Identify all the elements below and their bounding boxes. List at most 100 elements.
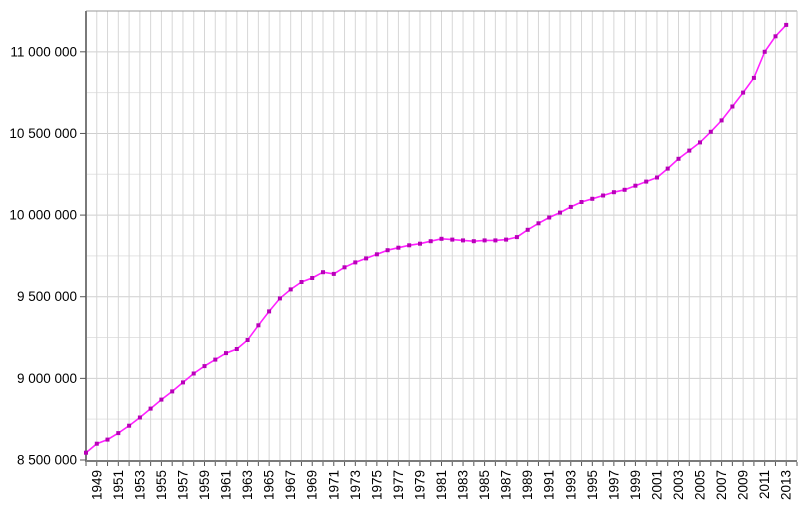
data-point-marker (450, 237, 455, 242)
x-axis-label: 1951 (111, 470, 126, 500)
data-point-marker (622, 187, 627, 192)
plot-borders (85, 10, 798, 462)
data-point-marker (504, 237, 509, 242)
x-axis-label: 1983 (456, 470, 471, 500)
data-point-marker (116, 431, 121, 436)
data-point-marker (224, 351, 228, 356)
data-point-marker (536, 221, 541, 226)
y-axis-tick-labels: 8 500 000 9 000 000 9 500 000 10 000 000 10 … (9, 44, 77, 467)
data-point-marker (288, 287, 293, 292)
y-axis-label: 8 500 000 (17, 453, 77, 468)
data-point-marker (418, 241, 422, 246)
y-axis-ticks (80, 51, 86, 461)
y-axis-label: 9 000 000 (17, 371, 77, 386)
data-point-marker (439, 236, 444, 241)
data-point-marker (191, 371, 196, 376)
data-point-marker (579, 200, 584, 204)
data-point-marker (310, 276, 315, 280)
x-axis-label: 1953 (132, 470, 147, 500)
y-axis-label: 10 500 000 (9, 126, 77, 141)
data-point-marker (655, 175, 659, 180)
data-point-marker (590, 196, 595, 201)
vertical-year-gridlines (96, 11, 787, 460)
data-point-marker (299, 280, 304, 284)
data-point-marker (407, 243, 412, 248)
x-axis-label: 2011 (757, 470, 772, 499)
x-axis-label: 1979 (412, 470, 427, 500)
x-axis-label: 1955 (154, 470, 169, 500)
x-axis-label: 1959 (197, 470, 212, 500)
x-axis-label: 1975 (369, 470, 384, 500)
x-axis-label: 2005 (693, 470, 708, 500)
data-point-marker (730, 104, 735, 109)
data-point-marker (698, 140, 702, 145)
data-point-marker (773, 34, 778, 39)
data-point-marker (342, 265, 347, 270)
x-axis-label: 1987 (499, 470, 514, 500)
data-point-marker (471, 239, 476, 244)
x-axis-label: 2003 (671, 470, 686, 500)
data-point-marker (385, 248, 390, 253)
x-axis-label: 1997 (606, 470, 621, 500)
data-point-marker (547, 215, 552, 220)
x-axis-tick-labels: 1949 1951 1953 1955 1957 1959 1961 1963 1965 1967… (89, 470, 793, 500)
x-axis-label: 1985 (477, 470, 492, 500)
data-point-marker (84, 450, 88, 455)
data-point-marker (234, 347, 239, 351)
data-point-marker (159, 397, 164, 402)
data-point-marker (751, 75, 756, 80)
y-axis-label: 10 000 000 (9, 208, 77, 223)
data-point-marker (665, 166, 670, 171)
x-axis-label: 2007 (714, 470, 729, 500)
x-axis-label: 2001 (649, 470, 664, 500)
data-point-marker (601, 193, 606, 198)
x-axis-label: 1973 (348, 470, 363, 500)
data-point-marker (331, 271, 336, 276)
data-point-marker (482, 238, 487, 243)
data-point-marker (321, 270, 325, 275)
data-point-marker (493, 238, 498, 243)
x-axis-label: 1967 (283, 470, 298, 500)
data-point-marker (568, 204, 573, 209)
data-point-marker (213, 357, 218, 362)
data-point-marker (558, 210, 562, 215)
data-point-marker (137, 415, 142, 420)
x-axis-label: 1965 (262, 470, 277, 500)
population-series-markers (84, 22, 789, 455)
data-point-marker (148, 406, 153, 411)
x-axis-label: 2009 (736, 470, 751, 500)
data-point-marker (676, 156, 681, 161)
data-point-marker (127, 423, 132, 428)
data-point-marker (396, 245, 401, 250)
x-axis-label: 1993 (563, 470, 578, 500)
y-axis-label: 9 500 000 (17, 289, 77, 304)
data-point-marker (105, 437, 110, 442)
data-point-marker (428, 239, 433, 244)
data-point-marker (353, 260, 358, 265)
data-point-marker (267, 309, 272, 314)
x-axis-label: 1995 (585, 470, 600, 500)
x-axis-label: 1999 (628, 470, 643, 500)
x-axis-ticks (85, 462, 798, 466)
data-point-marker (708, 129, 713, 134)
data-point-marker (644, 179, 649, 184)
data-point-marker (762, 49, 767, 54)
x-axis-label: 1989 (520, 470, 535, 500)
x-axis-label: 1991 (542, 470, 557, 500)
data-point-marker (633, 183, 638, 188)
data-point-marker (525, 227, 530, 232)
x-axis-label: 1961 (219, 470, 234, 500)
data-point-marker (202, 364, 207, 369)
population-series-line (85, 24, 787, 454)
x-axis-label: 1971 (326, 470, 341, 500)
x-axis-label: 1969 (305, 470, 320, 500)
x-axis-label: 2013 (779, 470, 794, 500)
data-point-marker (374, 252, 379, 257)
y-axis-label: 11 000 000 (10, 44, 77, 59)
data-point-marker (245, 338, 250, 342)
x-axis-label: 1957 (175, 470, 190, 500)
data-point-marker (170, 389, 175, 394)
data-point-marker (277, 296, 282, 301)
